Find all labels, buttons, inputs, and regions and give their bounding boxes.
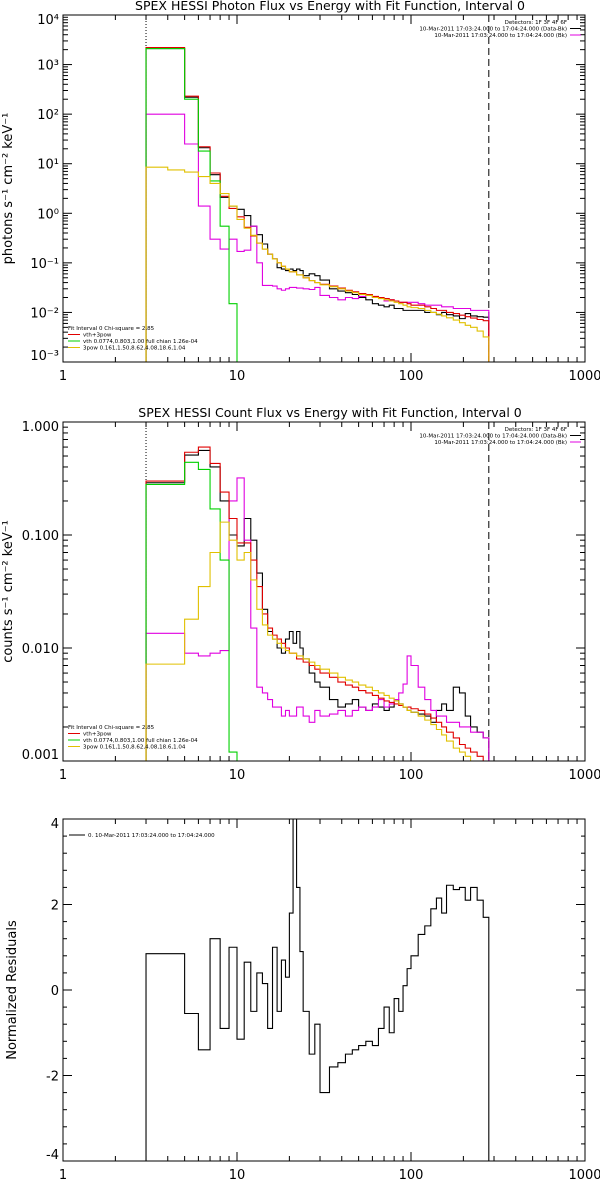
legend-label: 0. 10-Mar-2011 17:03:24.000 to 17:04:24.… [88,833,215,839]
plot-frame [62,818,586,1162]
series-line-3pow [145,521,478,761]
y-tick-label: 10³ [37,59,59,74]
y-tick-label: 10⁻³ [30,349,59,364]
x-tick-label: 10 [229,369,246,384]
header-line-0: Detectors: 1F 3F 4F 6F [505,427,567,433]
fit-line-1: vth+3pow [83,333,112,339]
x-tick-label: 1000 [568,1168,600,1183]
series-line-3pow [145,166,490,362]
x-tick-label: 10 [229,1168,246,1183]
y-tick-label: 0.001 [22,748,59,763]
y-axis-label: counts s⁻¹ cm⁻² keV⁻¹ [1,520,16,663]
y-tick-label: 4 [51,817,59,832]
chart-title: SPEX HESSI Photon Flux vs Energy with Fi… [135,0,525,13]
y-tick-label: 10⁻² [30,306,59,321]
x-tick-label: 1 [59,1168,67,1183]
header-line-1: 10-Mar-2011 17:03:24.000 to 17:04:24.000… [419,27,567,33]
series-line-vth-3pow [145,47,490,362]
chart-title: SPEX HESSI Count Flux vs Energy with Fit… [138,405,521,420]
fit-line-2: vth 0.0774,0.803,1.00 full chian 1.26e-0… [83,738,198,744]
series-group [145,446,490,761]
y-tick-label: 10⁰ [37,207,59,222]
chart-panel-0: SPEX HESSI Photon Flux vs Energy with Fi… [1,0,600,384]
y-ticks [63,421,585,762]
chart-panel-1: SPEX HESSI Count Flux vs Energy with Fit… [1,405,600,783]
fit-line-3: 3pow 0.161,1.50,8.62,4.08,18.6,1.04 [83,745,186,751]
x-tick-label: 1 [59,768,67,783]
fit-line-0: Fit Interval 0 Chi-square = 2.85 [68,725,155,731]
plot-frame [62,14,586,363]
y-tick-label: 10⁻¹ [30,257,59,272]
series-line-0-10-mar-2011-17-03-24-000-to-17-04-24-000 [145,819,490,1161]
header-line-0: Detectors: 1F 3F 4F 6F [505,20,567,26]
series-line-bk [145,477,490,761]
x-tick-label: 1000 [568,768,600,783]
x-tick-label: 1 [59,369,67,384]
y-ticks [63,818,585,1162]
y-tick-label: 10² [37,108,59,123]
series-line-vth [145,461,238,761]
x-tick-label: 100 [399,768,424,783]
y-tick-label: 0.010 [22,642,59,657]
header-line-2: 10-Mar-2011 17:03:24.000 to 17:04:24.000… [434,440,567,446]
x-ticks [62,15,586,362]
header-line-2: 10-Mar-2011 17:03:24.000 to 17:04:24.000… [434,33,567,39]
x-tick-label: 10 [229,768,246,783]
x-ticks [62,422,586,761]
x-tick-label: 1000 [568,369,600,384]
series-line-vth [145,48,238,362]
y-tick-label: 0 [51,984,59,999]
x-ticks [62,819,586,1161]
series-line-bk [145,113,490,362]
y-tick-label: 10⁴ [37,13,59,28]
fit-line-3: 3pow 0.161,1.50,8.62,4.08,18.6,1.04 [83,346,186,352]
y-axis-label: photons s⁻¹ cm⁻² keV⁻¹ [1,113,16,265]
fit-line-2: vth 0.0774,0.803,1.00 full chian 1.26e-0… [83,339,198,345]
x-tick-label: 100 [399,1168,424,1183]
y-tick-label: 10¹ [37,158,59,173]
y-tick-label: 0.100 [22,529,59,544]
series-group [145,819,490,1161]
chart-panel-2: Normalized Residuals 1 10 100 1000 -4 -2 0 2 4 0. … [5,817,600,1183]
fit-line-0: Fit Interval 0 Chi-square = 2.85 [68,326,155,332]
y-tick-label: -4 [46,1148,59,1163]
y-axis-label: Normalized Residuals [5,920,20,1060]
y-tick-label: -2 [46,1070,59,1085]
plot-frame [62,421,586,762]
fit-line-1: vth+3pow [83,732,112,738]
header-line-1: 10-Mar-2011 17:03:24.000 to 17:04:24.000… [419,434,567,440]
series-group [145,47,490,362]
series-line-vth-3pow [145,446,490,761]
y-ticks [63,14,585,363]
y-tick-label: 1.000 [22,420,59,435]
y-tick-label: 2 [51,899,59,914]
x-tick-label: 100 [399,369,424,384]
series-line-data-bk [145,449,490,761]
